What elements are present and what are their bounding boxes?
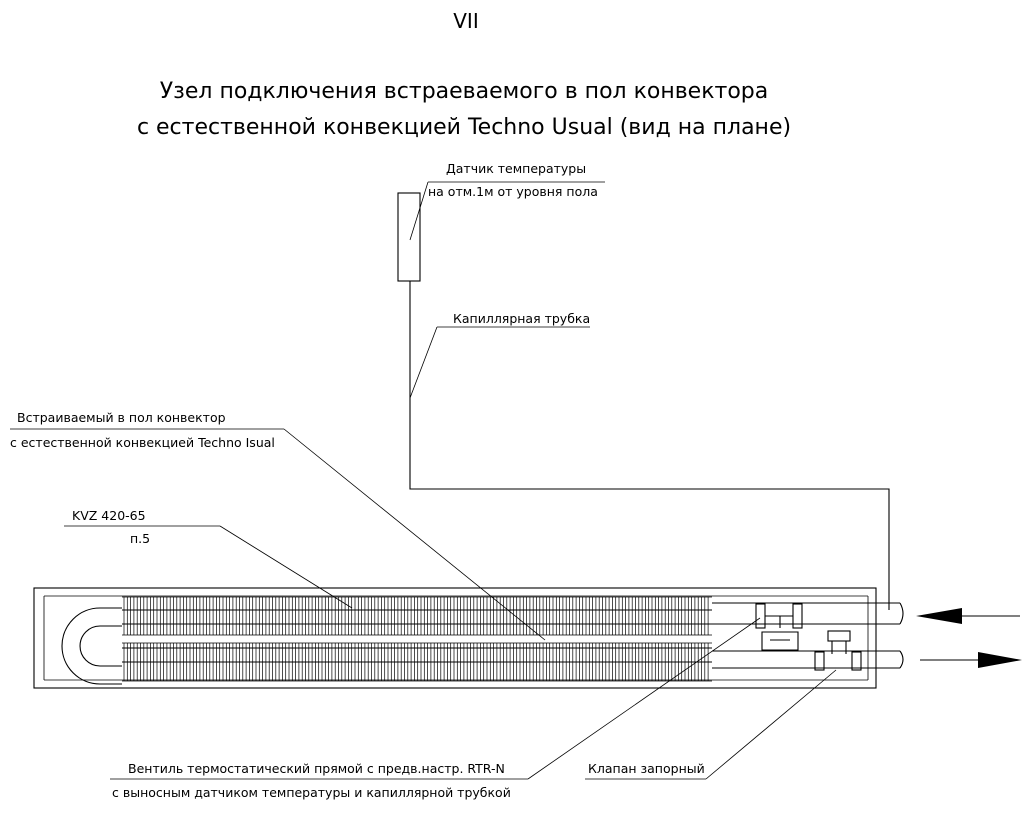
convector-label-line-2: с естественной конвекцией Techno Isual [10, 435, 275, 450]
valve-leader [527, 617, 761, 780]
valve-label-line-1: Вентиль термостатический прямой с предв.… [128, 761, 505, 776]
arrow-left-icon [916, 608, 1020, 624]
sensor-leader [409, 181, 429, 241]
model-label-line-1: KVZ 420-65 [72, 508, 146, 523]
shutoff-label: Клапан запорный [588, 761, 705, 776]
arrow-right-icon [920, 652, 1022, 668]
return-pipe [712, 650, 904, 669]
valve-label-line-2: с выносным датчиком температуры и капилл… [112, 785, 511, 800]
shutoff-valve [814, 630, 862, 671]
thermostatic-valve [755, 603, 803, 651]
sensor-label-line-2: на отм.1м от уровня пола [428, 184, 598, 199]
sheet-number: VII [453, 9, 478, 33]
convector-leader [283, 428, 546, 641]
fin-block-outline [122, 596, 712, 682]
heat-exchanger-fins-top [123, 597, 709, 635]
shutoff-leader [705, 669, 837, 780]
temperature-sensor [397, 192, 421, 282]
capillary-tube [409, 281, 890, 610]
convector-body [33, 587, 877, 689]
model-label-line-2: п.5 [130, 531, 150, 546]
capillary-label: Капиллярная трубка [453, 311, 590, 326]
model-leader [219, 525, 353, 609]
title-line-1: Узел подключения встраеваемого в пол кон… [160, 79, 768, 104]
title-line-2: с естественной конвекцией Techno Usual (… [137, 115, 791, 140]
sensor-label-line-1: Датчик температуры [446, 161, 586, 176]
supply-pipe [712, 602, 904, 625]
heat-exchanger-pipes [61, 607, 712, 685]
convector-label-line-1: Встраиваемый в пол конвектор [17, 410, 226, 425]
capillary-leader [409, 326, 438, 399]
